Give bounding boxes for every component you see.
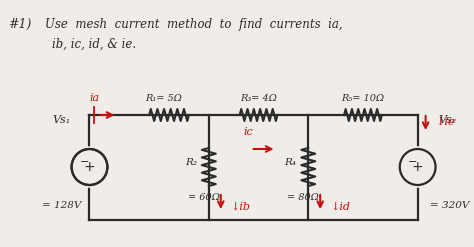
Text: −: − [80,157,89,167]
Text: ↓ie: ↓ie [436,117,455,127]
Text: +: + [84,160,95,174]
Text: −: − [408,157,418,167]
Text: = 320V: = 320V [430,201,469,210]
Text: Use  mesh  current  method  to  find  currents  ia,: Use mesh current method to find currents… [45,18,342,31]
Text: = 60Ω: = 60Ω [188,193,220,202]
Text: = 128V: = 128V [42,201,82,210]
Text: +: + [412,160,423,174]
Text: ib, ic, id, & ie.: ib, ic, id, & ie. [52,38,136,51]
Text: #1): #1) [8,18,31,31]
Text: R₄: R₄ [284,158,296,167]
Text: ia: ia [90,93,100,103]
Text: R₂: R₂ [185,158,197,167]
Text: ↓id: ↓id [330,202,350,212]
Text: R₅= 10Ω: R₅= 10Ω [341,94,384,103]
Text: Vs₂: Vs₂ [438,115,456,125]
Text: R₁= 5Ω: R₁= 5Ω [146,94,182,103]
Text: Vs₁: Vs₁ [53,115,71,125]
Text: ic: ic [244,127,254,137]
Text: R₃= 4Ω: R₃= 4Ω [240,94,277,103]
Text: = 80Ω: = 80Ω [287,193,319,202]
Circle shape [400,149,436,185]
Text: ↓ib: ↓ib [231,202,251,212]
